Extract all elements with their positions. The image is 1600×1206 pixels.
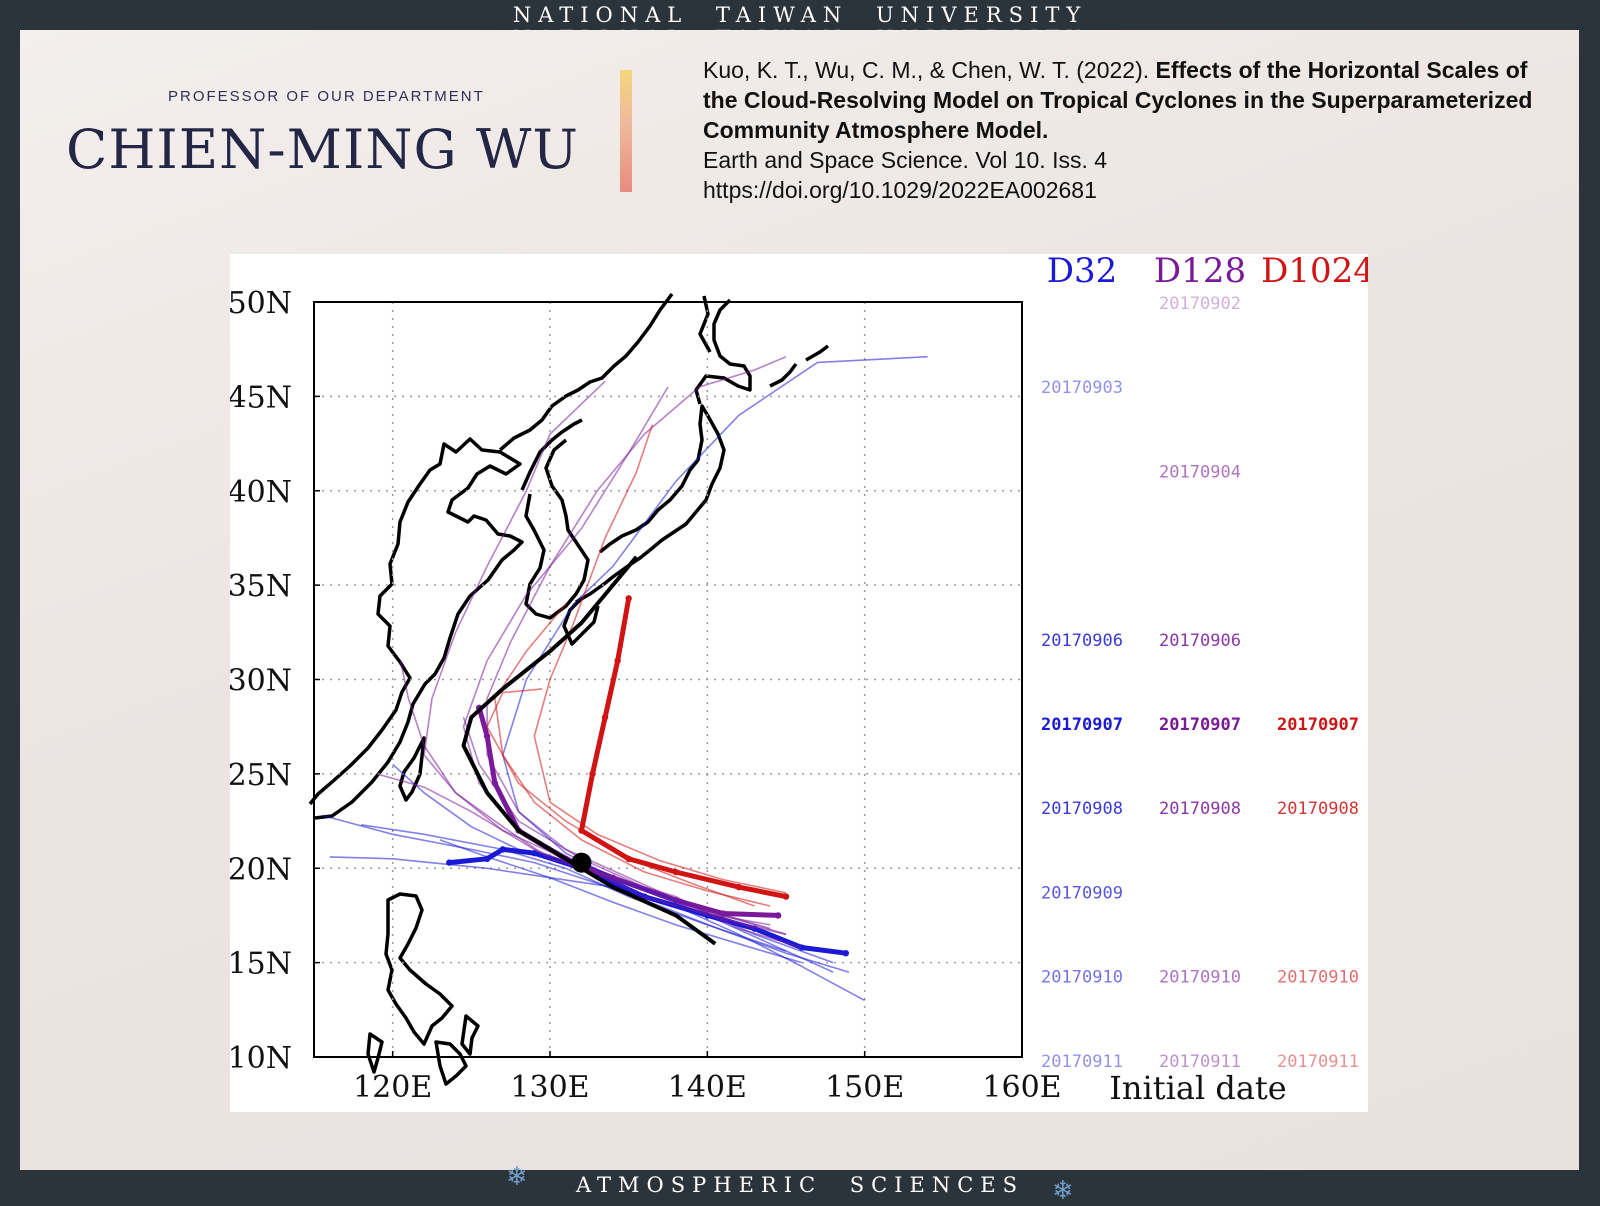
legend-date-d128: 20170906 bbox=[1159, 631, 1241, 651]
track-d32-20170909 bbox=[361, 824, 787, 953]
legend-date-d32: 20170906 bbox=[1041, 631, 1123, 651]
bottom-banner: ATMOSPHERIC SCIENCES bbox=[576, 1173, 1024, 1197]
track-lines bbox=[321, 355, 928, 1002]
legend-date-d32: 20170909 bbox=[1041, 883, 1123, 903]
legend-header-d32: D32 bbox=[1047, 254, 1118, 291]
legend-date-d1024: 20170908 bbox=[1277, 799, 1359, 819]
y-tick-label: 30N bbox=[230, 664, 292, 699]
y-tick-label: 20N bbox=[230, 852, 292, 887]
track-observed bbox=[461, 555, 717, 946]
track-d32-20170911 bbox=[439, 839, 802, 964]
legend-date-d32: 20170911 bbox=[1041, 1052, 1123, 1072]
coastline-japan-honshu bbox=[575, 404, 726, 604]
legend-date-d128: 20170904 bbox=[1159, 462, 1241, 482]
legend-date-d32: 20170910 bbox=[1041, 968, 1123, 988]
legend-header-d128: D128 bbox=[1154, 254, 1246, 291]
legend-date-d1024: 20170910 bbox=[1277, 968, 1359, 988]
legend-date-d1024: 20170911 bbox=[1277, 1052, 1359, 1072]
top-banner: NATIONAL TAIWAN UNIVERSITY bbox=[512, 3, 1088, 27]
snowflake-icon: ❄ bbox=[1052, 1176, 1074, 1206]
track-d128-20170906 bbox=[486, 355, 787, 930]
track-chart: 120E 130E 140E 150E 160E 10N 15N 20N 25N 30N 35N 40… bbox=[230, 254, 1368, 1107]
legend-header-d1024: D1024 bbox=[1261, 254, 1368, 291]
x-tick-label: 150E bbox=[825, 1070, 904, 1105]
track-d128-20170910 bbox=[376, 773, 787, 936]
y-tick-label: 15N bbox=[230, 947, 292, 982]
track-point bbox=[601, 714, 609, 721]
track-d128-20170911 bbox=[462, 717, 771, 930]
coastline-korea-2 bbox=[524, 438, 590, 620]
coastline-japan-hokkaido bbox=[694, 298, 752, 405]
coastline-luzon bbox=[384, 892, 454, 1046]
track-point bbox=[842, 949, 849, 957]
coastline-leyte bbox=[366, 1032, 384, 1074]
track-point bbox=[782, 893, 790, 900]
legend-date-d1024: 20170907 bbox=[1277, 715, 1359, 735]
track-d1024-20170907 bbox=[579, 597, 787, 900]
coastline-russia-2 bbox=[698, 295, 712, 353]
citation-doi[interactable]: https://doi.org/10.1029/2022EA002681 bbox=[703, 177, 1097, 203]
legend-date-d128: 20170902 bbox=[1159, 294, 1241, 314]
track-figure: 120E 130E 140E 150E 160E 10N 15N 20N 25N 30N 35N 40… bbox=[230, 254, 1368, 1112]
track-d1024-20170910 bbox=[494, 603, 771, 907]
legend-date-d128: 20170911 bbox=[1159, 1052, 1241, 1072]
track-d128-20170902 bbox=[423, 380, 802, 949]
track-point bbox=[625, 595, 632, 602]
coastline-taiwan bbox=[398, 736, 426, 802]
x-tick-label: 140E bbox=[668, 1070, 747, 1105]
track-d128-20170904 bbox=[399, 660, 787, 936]
citation-title: Effects of the Horizontal Scales of the … bbox=[703, 57, 1533, 143]
track-d1024-20170911 bbox=[486, 688, 755, 907]
citation: Kuo, K. T., Wu, C. M., & Chen, W. T. (20… bbox=[703, 55, 1543, 205]
y-tick-label: 40N bbox=[230, 475, 292, 510]
citation-journal: Earth and Space Science. Vol 10. Iss. 4 bbox=[703, 147, 1108, 173]
y-tick-label: 45N bbox=[230, 380, 292, 415]
coastline-visayas bbox=[434, 1040, 468, 1086]
coastline-china bbox=[308, 437, 524, 820]
track-point bbox=[735, 883, 742, 891]
x-tick-label: 120E bbox=[353, 1070, 432, 1105]
y-tick-label: 25N bbox=[230, 758, 292, 793]
legend-date-d32: 20170907 bbox=[1041, 715, 1123, 735]
coastline-korea-1 bbox=[520, 418, 583, 491]
coastline-kuril bbox=[805, 344, 830, 362]
track-d32-20170910 bbox=[321, 814, 850, 973]
coastline-sakhalin bbox=[769, 362, 798, 388]
legend-xlabel: Initial date bbox=[1109, 1069, 1286, 1107]
coastline bbox=[308, 292, 830, 1086]
legend-date-d32: 20170908 bbox=[1041, 799, 1123, 819]
track-d1024-20170908 bbox=[533, 424, 787, 894]
professor-name: CHIEN-MING WU bbox=[66, 118, 579, 181]
legend-date-d128: 20170910 bbox=[1159, 968, 1241, 988]
citation-authors: Kuo, K. T., Wu, C. M., & Chen, W. T. (20… bbox=[703, 57, 1156, 83]
track-point bbox=[589, 770, 596, 778]
x-tick-label: 130E bbox=[510, 1070, 589, 1105]
y-tick-label: 35N bbox=[230, 569, 292, 604]
legend: D32 D128 D1024 20170903 20170906 20170907 2017… bbox=[1041, 254, 1368, 1107]
track-d32-20170908 bbox=[501, 355, 928, 964]
legend-date-d128: 20170908 bbox=[1159, 799, 1241, 819]
track-point bbox=[774, 912, 782, 919]
professor-label: PROFESSOR OF OUR DEPARTMENT bbox=[168, 88, 485, 105]
coastline-russia-1 bbox=[498, 292, 674, 452]
coastline-mindanao-north bbox=[460, 1014, 480, 1056]
x-tick-label: 160E bbox=[982, 1070, 1061, 1105]
accent-bar bbox=[620, 70, 632, 192]
legend-date-d128: 20170907 bbox=[1159, 715, 1241, 735]
observed-initial-position bbox=[571, 852, 592, 873]
snowflake-icon: ❄ bbox=[506, 1162, 528, 1192]
legend-date-d32: 20170903 bbox=[1041, 378, 1123, 398]
y-tick-label: 10N bbox=[230, 1041, 292, 1076]
plot-axes: 120E 130E 140E 150E 160E 10N 15N 20N 25N 30N 35N 40… bbox=[230, 286, 1062, 1105]
track-point bbox=[614, 657, 621, 664]
y-tick-label: 50N bbox=[230, 286, 292, 321]
track-point bbox=[798, 944, 805, 951]
track-point bbox=[672, 868, 680, 876]
